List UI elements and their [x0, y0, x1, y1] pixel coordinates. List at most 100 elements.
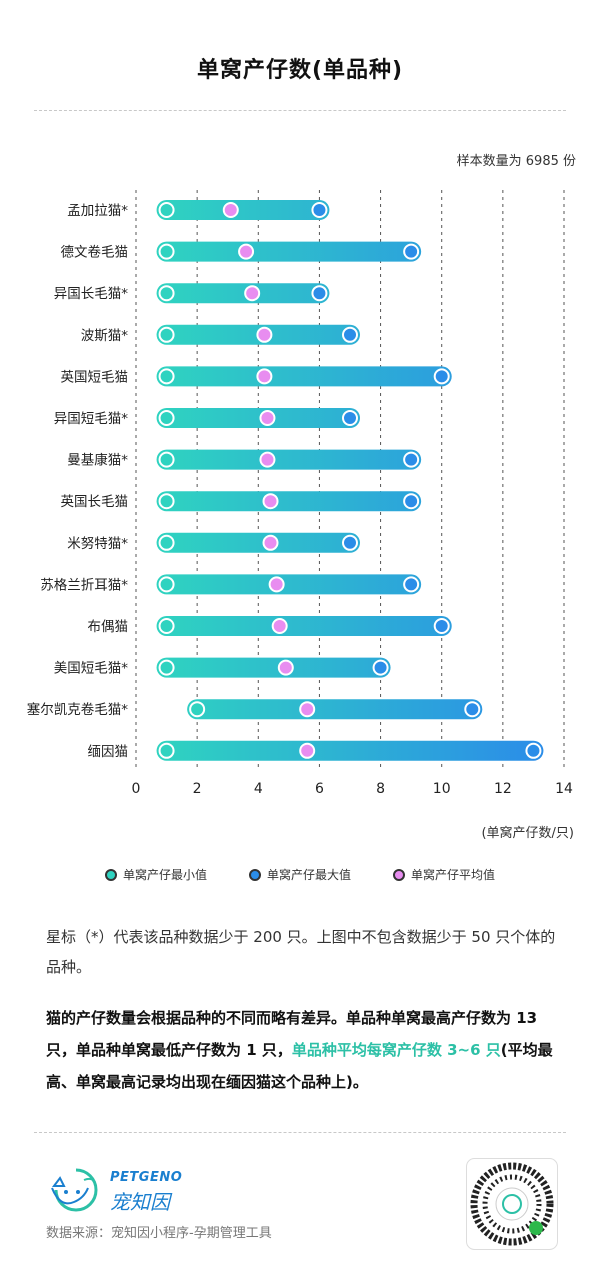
min-point [158, 243, 175, 260]
x-tick-label: 0 [132, 781, 141, 797]
min-point [158, 576, 175, 593]
min-point [158, 202, 175, 218]
legend-avg-label: 单窝产仔平均值 [411, 868, 496, 882]
x-tick-label: 8 [376, 781, 385, 797]
category-label: 缅因猫 [88, 744, 129, 760]
range-bar [156, 200, 330, 220]
max-point [372, 659, 389, 676]
category-label: 孟加拉猫* [67, 203, 128, 219]
range-bar [156, 532, 360, 553]
range-bar [156, 740, 544, 761]
x-tick-label: 4 [254, 781, 263, 797]
category-label: 布偶猫 [88, 619, 129, 635]
legend-min-label: 单窝产仔最小值 [122, 868, 207, 882]
range-bar [156, 574, 422, 595]
legend-min-dot-icon [104, 868, 117, 881]
chart-legend: 单窝产仔最小值 单窝产仔最大值 单窝产仔平均值 [0, 866, 600, 883]
avg-point [244, 285, 261, 302]
category-label: 美国短毛猫* [54, 661, 128, 677]
min-point [158, 285, 175, 302]
avg-point [238, 243, 255, 260]
avg-point [256, 326, 273, 343]
min-point [158, 534, 175, 551]
avg-point [262, 534, 279, 551]
category-label: 德文卷毛猫 [61, 245, 129, 261]
summary-text-2: (平均最高、单窝最高记录均出现在缅因猫这个品种上)。 [46, 1041, 553, 1091]
max-point [342, 326, 358, 343]
legend-max-dot-icon [248, 868, 261, 881]
avg-point [299, 742, 316, 759]
footnote: 星标（*）代表该品种数据少于 200 只。上图中不包含数据少于 50 只个体的品… [46, 928, 556, 976]
min-point [158, 618, 175, 634]
min-point [158, 410, 175, 426]
legend-max-label: 单窝产仔最大值 [266, 868, 351, 882]
max-point [403, 576, 420, 593]
range-bar [156, 616, 452, 636]
range-bar [156, 241, 422, 262]
avg-point [299, 701, 316, 718]
summary-highlight: 单品种平均每窝产仔数 3~6 只 [291, 1041, 501, 1059]
cat-dog-logo-icon [51, 1168, 98, 1212]
legend-item-max: 单窝产仔最大值 [248, 866, 351, 883]
range-bar [156, 491, 422, 512]
max-point [403, 451, 420, 468]
max-point [342, 410, 358, 426]
max-point [403, 243, 420, 260]
x-tick-label: 12 [494, 781, 512, 797]
min-point [158, 659, 175, 676]
qr-code-icon[interactable] [466, 1158, 558, 1250]
min-point [158, 493, 175, 510]
category-label: 异国长毛猫* [54, 286, 128, 302]
data-source: 数据来源：宠知因小程序-孕期管理工具 [46, 1226, 272, 1241]
category-label: 异国短毛猫* [54, 411, 128, 427]
avg-point [262, 493, 279, 510]
legend-avg-dot-icon [393, 868, 405, 881]
max-point [311, 202, 328, 218]
x-tick-label: 10 [433, 781, 451, 797]
category-label: 英国长毛猫 [61, 493, 129, 510]
avg-point [259, 410, 276, 426]
summary-paragraph: 猫的产仔数量会根据品种的不同而略有差异。单品种单窝最高产仔数为 13 只，单品种… [46, 1002, 566, 1098]
page-title: 单窝产仔数(单品种) [196, 58, 404, 83]
range-bar [156, 283, 330, 304]
range-bar [156, 449, 422, 470]
min-point [158, 326, 175, 343]
brand-name-en: PETGENO [110, 1170, 183, 1185]
max-point [433, 618, 450, 634]
max-point [464, 701, 481, 718]
category-label: 米努特猫* [67, 536, 128, 552]
avg-point [268, 576, 285, 593]
divider [34, 110, 566, 111]
category-label: 波斯猫* [81, 328, 128, 344]
avg-point [277, 659, 294, 676]
divider [34, 1132, 566, 1133]
avg-point [256, 368, 273, 385]
min-point [158, 451, 175, 468]
min-point [189, 701, 206, 718]
brand-name-cn: 宠知因 [110, 1190, 170, 1214]
x-axis-unit-label: (单窝产仔数/只) [481, 826, 574, 841]
min-point [158, 368, 175, 385]
range-bar [156, 408, 360, 428]
x-tick-label: 2 [193, 781, 202, 797]
category-label: 曼基康猫* [67, 452, 128, 469]
legend-item-avg: 单窝产仔平均值 [393, 866, 495, 883]
sample-size-note: 样本数量为 6985 份 [456, 154, 576, 169]
x-tick-label: 14 [555, 781, 573, 797]
avg-point [271, 618, 288, 634]
max-point [403, 493, 420, 510]
min-point [158, 742, 175, 759]
max-point [433, 368, 450, 385]
summary-text-1: 猫的产仔数量会根据品种的不同而略有差异。单品种单窝最高产仔数为 13 只，单品种… [46, 1009, 538, 1059]
range-bar [187, 699, 483, 720]
range-bar [156, 657, 391, 678]
max-point [311, 285, 328, 302]
x-tick-label: 6 [315, 781, 324, 797]
category-label: 塞尔凯克卷毛猫* [27, 701, 128, 718]
category-label: 英国短毛猫 [61, 368, 129, 385]
legend-item-min: 单窝产仔最小值 [104, 866, 207, 883]
avg-point [259, 451, 276, 468]
range-bar [156, 366, 452, 387]
max-point [342, 534, 358, 551]
